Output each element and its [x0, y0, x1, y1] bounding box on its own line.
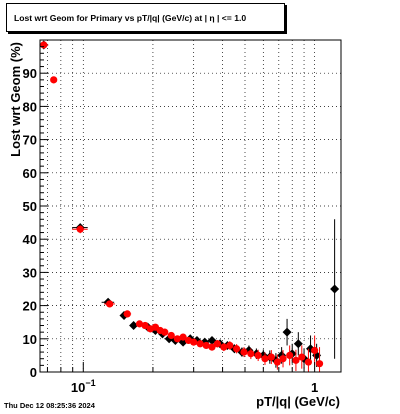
data-point: [240, 348, 248, 356]
y-tick-label: 40: [23, 232, 37, 247]
data-point: [315, 360, 324, 368]
data-point: [286, 351, 294, 359]
data-point: [273, 358, 281, 366]
data-point: [40, 41, 48, 49]
data-point: [141, 321, 149, 330]
data-point: [330, 284, 340, 294]
x-tick-label: 1: [311, 380, 318, 395]
data-point: [129, 321, 139, 331]
data-point: [220, 343, 228, 351]
x-tick-label: 10−1: [71, 378, 96, 395]
x-axis-label: pT/|q| (GeV/c): [256, 394, 340, 409]
data-point: [267, 353, 275, 361]
data-point: [298, 353, 306, 361]
data-point: [208, 343, 216, 351]
y-tick-label: 30: [23, 265, 37, 280]
data-point: [135, 320, 144, 328]
data-point: [311, 346, 319, 355]
data-point: [304, 358, 313, 366]
y-tick-label: 90: [23, 66, 37, 81]
data-point: [106, 300, 114, 308]
y-tick-label: 60: [23, 166, 37, 181]
data-point: [293, 339, 303, 349]
series-2: [40, 41, 324, 372]
data-point: [161, 328, 169, 336]
chart-title: Lost wrt Geom for Primary vs pT/|q| (GeV…: [14, 12, 247, 23]
data-point: [196, 340, 204, 348]
data-point: [247, 350, 255, 358]
series-1: [39, 40, 340, 369]
data-point: [254, 351, 262, 359]
data-point: [213, 340, 222, 348]
y-tick-label: 10: [23, 332, 37, 347]
data-point: [233, 345, 241, 353]
data-point: [261, 355, 269, 363]
x-tick-exponent: −1: [85, 378, 95, 388]
y-tick-label: 20: [23, 299, 37, 314]
data-point: [282, 327, 292, 337]
data-point: [76, 225, 84, 233]
data-point: [279, 355, 287, 363]
data-point: [226, 341, 234, 350]
y-tick-label: 80: [23, 99, 37, 114]
title-box: Lost wrt Geom for Primary vs pT/|q| (GeV…: [6, 3, 285, 32]
y-axis-label: Lost wrt Geom (%): [8, 42, 23, 157]
data-point: [292, 356, 300, 364]
data-point: [167, 331, 175, 340]
data-point: [50, 76, 58, 84]
data-point: [179, 333, 187, 341]
timestamp: Thu Dec 12 08:25:36 2024: [4, 401, 95, 410]
data-point: [173, 335, 181, 343]
y-tick-label: 70: [23, 133, 37, 148]
y-tick-label: 50: [23, 199, 37, 214]
axis-layer: 0 10 20 30 40 50 60 70 80 90 10−1 1: [23, 46, 318, 395]
y-tick-label: 0: [30, 365, 37, 380]
data-point: [202, 341, 210, 350]
data-point: [123, 310, 131, 318]
data-point: [119, 311, 129, 321]
data-point: [190, 338, 198, 346]
grid-layer: [40, 40, 341, 372]
plot-frame: [39, 39, 342, 373]
